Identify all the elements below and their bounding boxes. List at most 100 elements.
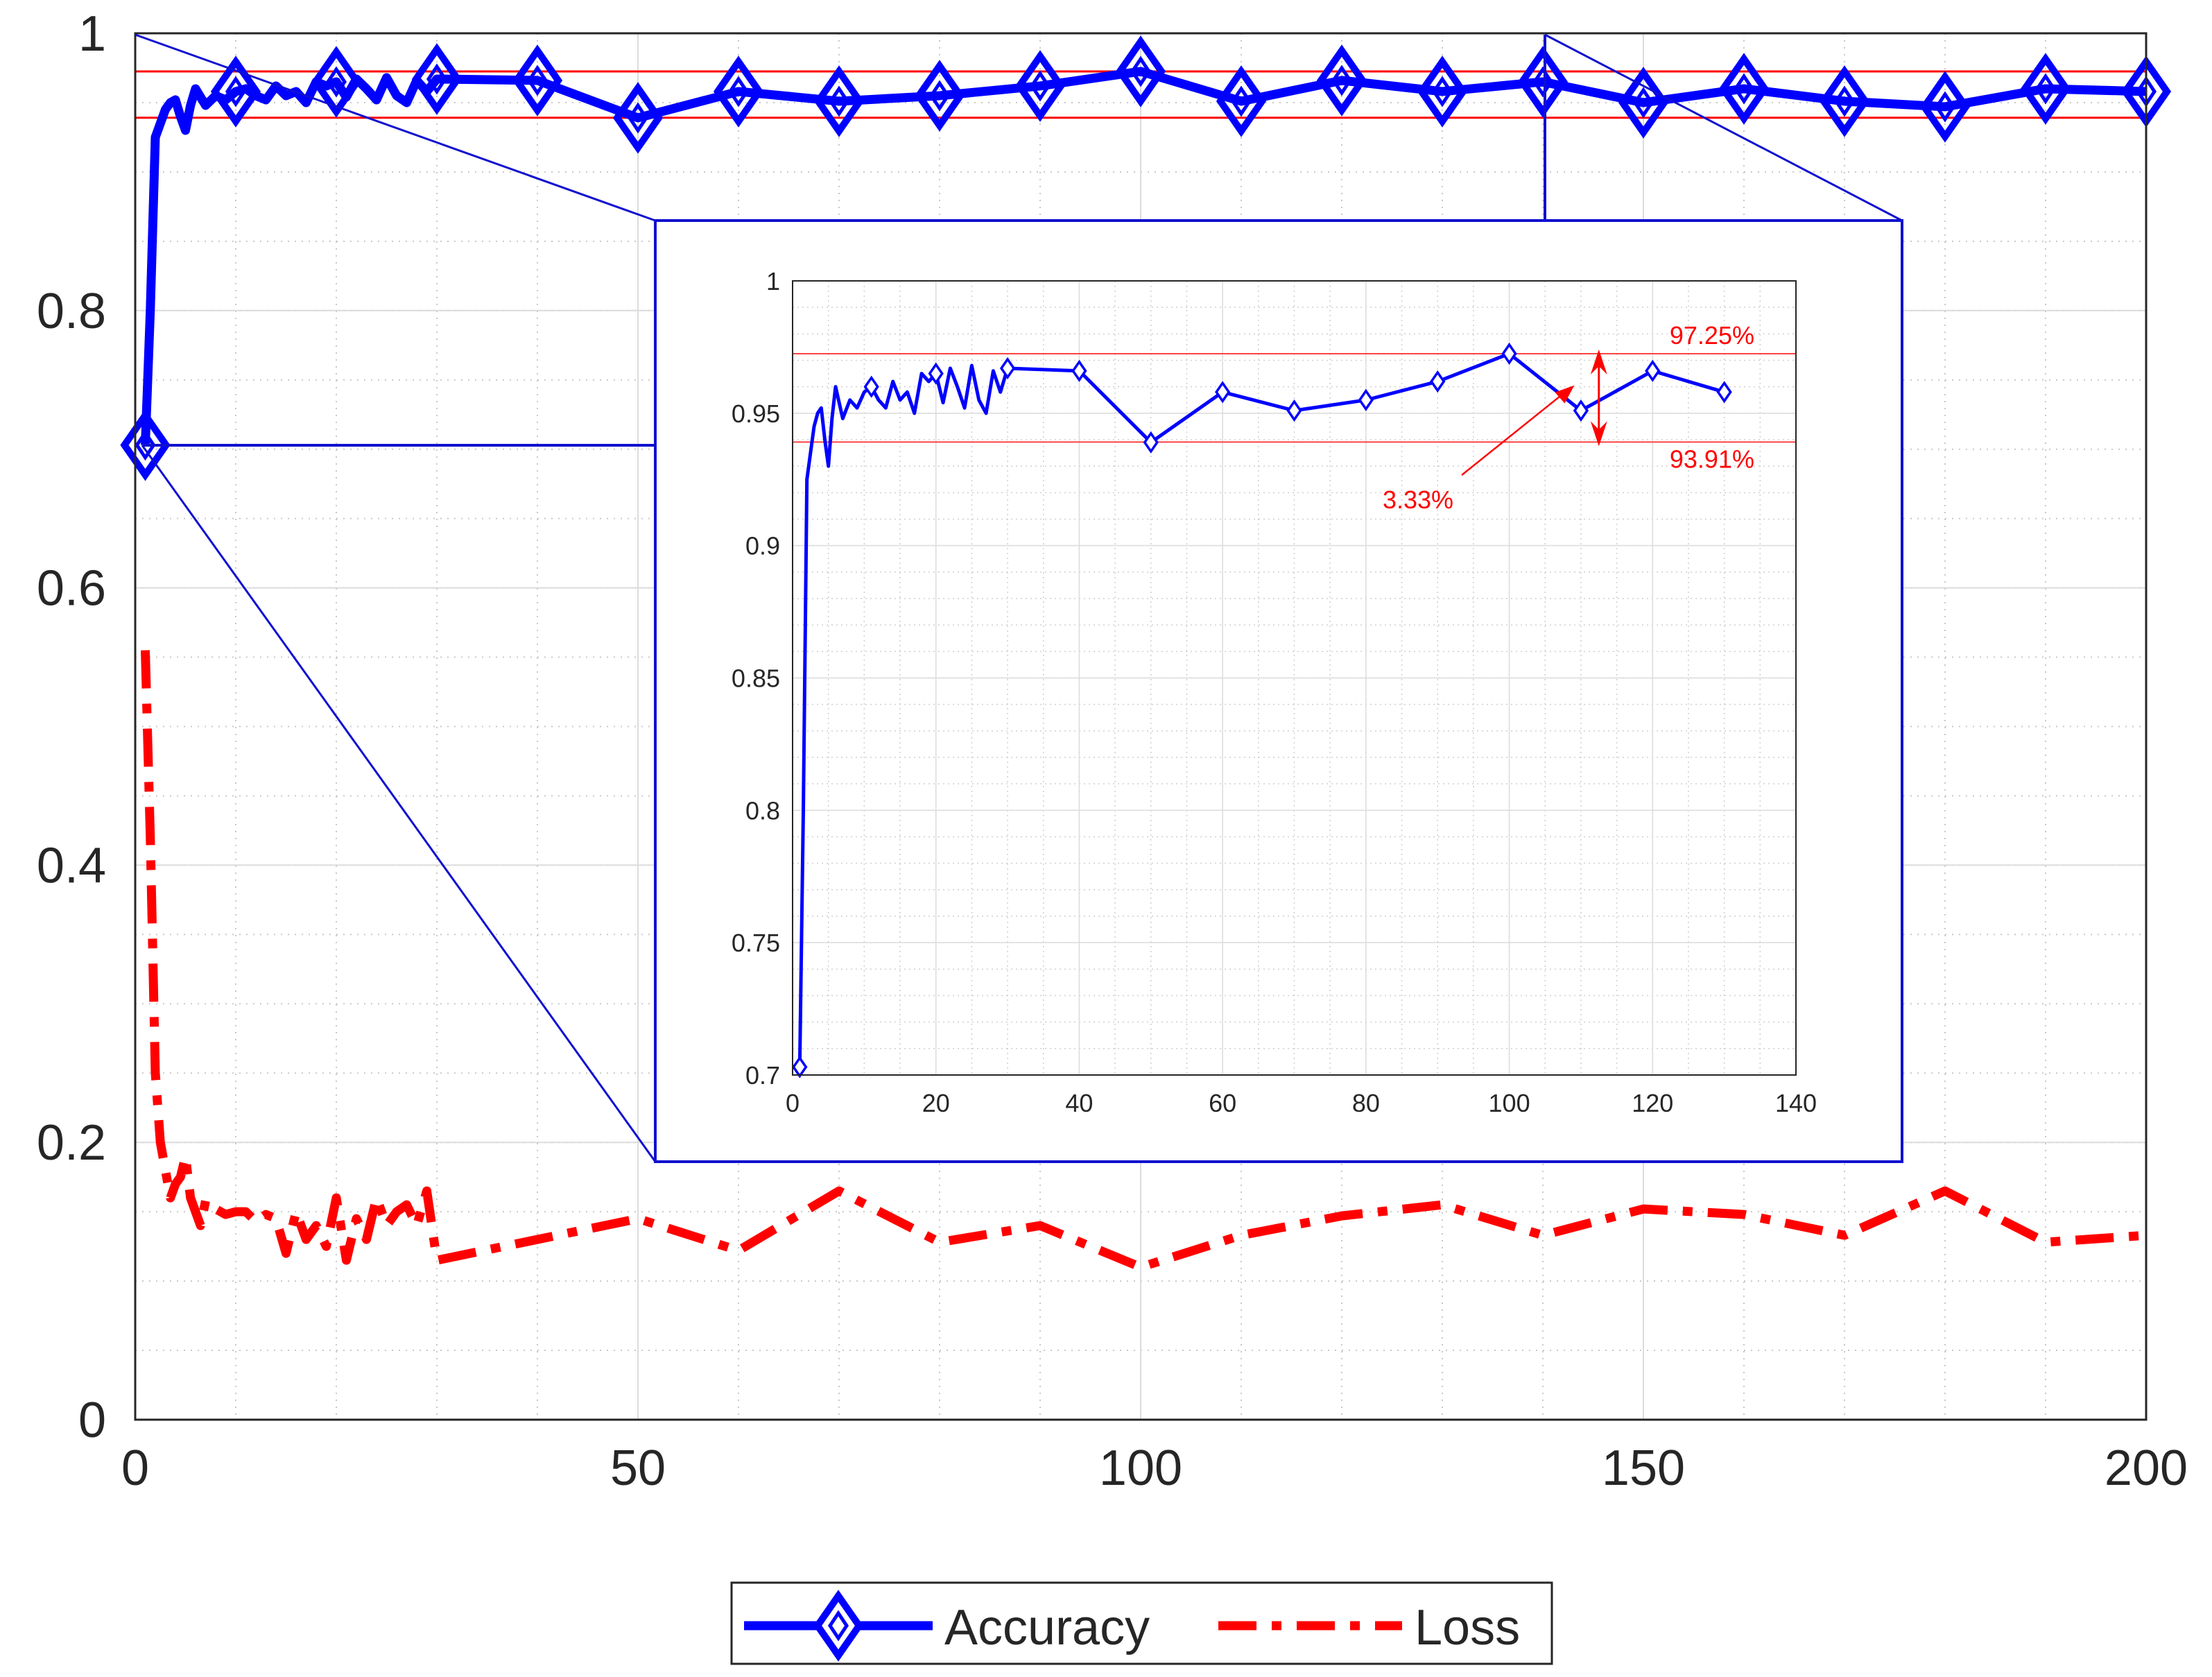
annotation-upper: 97.25% (1670, 321, 1754, 350)
accuracy-marker (1417, 55, 1468, 128)
inset-accuracy-marker (1286, 399, 1302, 422)
main-x-tick-label: 200 (2105, 1440, 2188, 1496)
inset-y-tick-label: 0.95 (732, 399, 780, 428)
zoom-connector-lines (135, 33, 1903, 1162)
accuracy-marker (612, 82, 664, 154)
accuracy-marker-inner (2034, 73, 2057, 105)
inset-y-tick-label: 0.85 (732, 664, 780, 693)
accuracy-marker (1316, 44, 1367, 117)
main-series (120, 35, 2172, 1272)
inset-accuracy-marker (1645, 359, 1661, 382)
main-y-tick-label: 0.4 (37, 838, 106, 893)
accuracy-marker-inner (426, 63, 448, 95)
annotation-lower: 93.91% (1670, 445, 1754, 473)
accuracy-marker (1216, 65, 1267, 137)
zoom-line (1544, 33, 1903, 222)
inset-y-tick-label: 1 (766, 267, 780, 295)
inset-accuracy-marker (792, 1056, 808, 1078)
accuracy-marker (1014, 50, 1066, 122)
main-x-tick-label: 100 (1099, 1440, 1182, 1496)
inset-x-tick-label: 0 (786, 1089, 800, 1117)
inset-accuracy-marker (1143, 431, 1159, 454)
accuracy-marker-inner (1230, 85, 1252, 117)
zoom-line (141, 445, 657, 1162)
inset-x-tick-label: 60 (1209, 1089, 1236, 1117)
loss-line (141, 650, 2147, 1272)
zoom-line (135, 33, 656, 222)
accuracy-marker (1819, 65, 1870, 137)
inset-accuracy-marker (1573, 399, 1589, 422)
main-y-tick-label: 0 (78, 1393, 106, 1448)
main-x-tick-label: 0 (121, 1440, 149, 1496)
accuracy-marker-inner (135, 429, 156, 461)
inset-y-tick-label: 0.7 (745, 1061, 780, 1090)
inset-panel: 0 20 40 60 80 100 120 140 0.7 0.75 0.8 0.85 0.9 0.95 1… (654, 219, 1903, 1163)
accuracy-marker-inner (1431, 76, 1453, 108)
main-y-tick-label: 1 (78, 6, 106, 62)
legend: Accuracy Loss (730, 1581, 1553, 1665)
accuracy-marker-inner (1934, 91, 1956, 123)
inset-accuracy-marker (1215, 381, 1231, 404)
main-x-tick-label: 150 (1602, 1440, 1685, 1496)
accuracy-marker (914, 60, 965, 132)
inset-accuracy-marker (1716, 381, 1732, 404)
annotation-gap: 3.33% (1383, 485, 1453, 514)
gap-leader-line (1461, 387, 1571, 476)
inset-y-tick-label: 0.75 (732, 929, 780, 957)
inset-background (654, 219, 1903, 1163)
inset-accuracy-line (797, 352, 1725, 1067)
accuracy-marker (713, 55, 764, 128)
main-y-tick-label: 0.6 (37, 561, 106, 617)
accuracy-marker (120, 409, 171, 481)
inset-plot-frame (792, 280, 1797, 1076)
legend-accuracy-label: Accuracy (944, 1600, 1150, 1656)
accuracy-marker (411, 43, 463, 115)
accuracy-marker (1115, 35, 1166, 108)
inset-y-tick-label: 0.8 (745, 796, 780, 825)
accuracy-marker-inner (928, 80, 951, 112)
accuracy-marker-inner (325, 66, 347, 98)
main-x-tick-label: 50 (610, 1440, 666, 1496)
inset-y-tick-label: 0.9 (745, 532, 780, 560)
accuracy-marker-inner (1532, 66, 1554, 98)
gap-leader-arrow-head (1555, 385, 1575, 404)
accuracy-marker (2020, 53, 2071, 125)
inset-accuracy-marker (1430, 370, 1446, 393)
legend-accuracy-marker-inner (827, 1610, 849, 1642)
inset-accuracy-marker (863, 375, 879, 398)
legend-loss-label: Loss (1415, 1600, 1520, 1656)
gap-arrow-head-up (1590, 349, 1607, 375)
main-y-tick-label: 0.8 (37, 284, 106, 339)
inset-accuracy-marker (928, 362, 944, 385)
accuracy-marker-inner (225, 76, 247, 108)
inset-x-tick-label: 40 (1065, 1089, 1093, 1117)
accuracy-marker-inner (526, 64, 548, 96)
accuracy-marker-inner (727, 76, 750, 108)
inset-x-tick-label: 100 (1489, 1089, 1530, 1117)
inset-x-tick-label: 120 (1632, 1089, 1673, 1117)
accuracy-marker (1517, 46, 1569, 118)
inset-accuracy-marker (1501, 342, 1517, 366)
inset-accuracy-marker (1358, 388, 1374, 411)
gap-arrow-head-down (1590, 421, 1607, 447)
inset-x-tick-label: 140 (1775, 1089, 1817, 1117)
accuracy-marker-inner (1733, 73, 1755, 105)
accuracy-marker-inner (1632, 87, 1654, 119)
main-plot-frame (134, 32, 2148, 1421)
inset-x-tick-label: 80 (1352, 1089, 1380, 1117)
accuracy-marker-inner (1331, 64, 1353, 96)
accuracy-marker (1718, 53, 1770, 125)
accuracy-marker-inner (1833, 85, 1856, 117)
accuracy-marker (1919, 71, 1971, 143)
accuracy-marker-inner (828, 85, 850, 117)
accuracy-marker-inner (1029, 70, 1051, 102)
inset-accuracy-marker (1071, 359, 1087, 382)
accuracy-marker (512, 44, 563, 117)
accuracy-marker (813, 65, 865, 137)
accuracy-marker-inner (627, 102, 649, 134)
accuracy-marker (311, 46, 362, 118)
inset-x-tick-label: 20 (922, 1089, 950, 1117)
accuracy-marker-inner (1130, 55, 1152, 87)
